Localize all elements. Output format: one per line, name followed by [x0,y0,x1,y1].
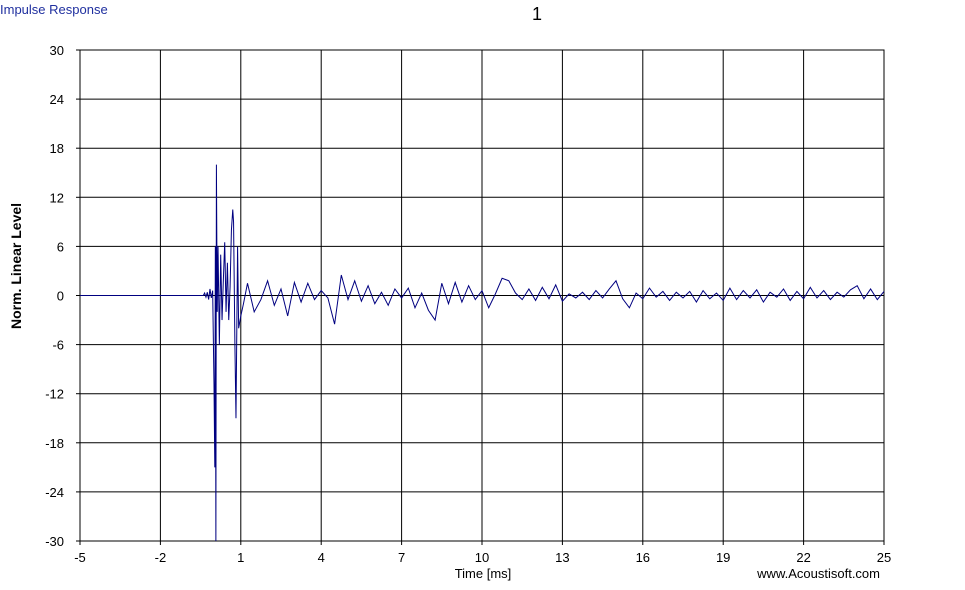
x-tick-label: 1 [237,550,244,565]
x-tick-label: -2 [155,550,167,565]
x-tick-label: 10 [475,550,489,565]
x-tick-label: 19 [716,550,730,565]
x-tick-label: 25 [877,550,891,565]
y-tick-label: 24 [50,92,64,107]
x-axis-label: Time [ms] [455,566,512,581]
x-tick-label: 22 [796,550,810,565]
y-tick-label: 12 [50,190,64,205]
y-axis-label: Norm. Linear Level [8,203,24,329]
x-tick-label: -5 [74,550,86,565]
y-tick-label: 18 [50,141,64,156]
x-tick-label: 16 [636,550,650,565]
y-tick-label: -30 [45,534,64,549]
y-tick-label: -6 [52,338,64,353]
y-tick-label: -18 [45,436,64,451]
x-tick-label: 13 [555,550,569,565]
credit: www.Acoustisoft.com [756,566,880,581]
chart-title: 1 [532,4,542,24]
y-tick-label: 30 [50,43,64,58]
y-tick-label: -24 [45,485,64,500]
y-tick-label: 0 [57,289,64,304]
corner-label: Impulse Response [0,2,108,17]
y-tick-label: -12 [45,387,64,402]
series-line [80,164,885,542]
x-tick-label: 4 [318,550,325,565]
y-tick-label: 6 [57,239,64,254]
x-tick-label: 7 [398,550,405,565]
